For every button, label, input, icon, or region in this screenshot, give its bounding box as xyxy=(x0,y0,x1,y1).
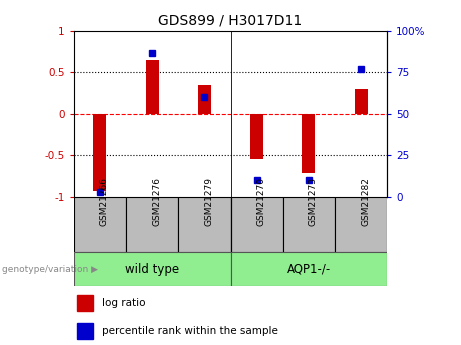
Bar xyxy=(230,197,283,252)
Bar xyxy=(93,114,106,191)
Bar xyxy=(77,323,93,339)
Text: AQP1-/-: AQP1-/- xyxy=(287,263,331,276)
Text: GSM21270: GSM21270 xyxy=(257,177,266,226)
Text: GSM21273: GSM21273 xyxy=(309,177,318,226)
Bar xyxy=(146,60,159,114)
Bar xyxy=(230,252,387,286)
Bar xyxy=(355,89,367,114)
Bar xyxy=(74,252,230,286)
Bar xyxy=(250,114,263,159)
Text: wild type: wild type xyxy=(125,263,179,276)
Bar xyxy=(178,197,230,252)
Text: percentile rank within the sample: percentile rank within the sample xyxy=(102,326,278,336)
Bar xyxy=(335,197,387,252)
Bar xyxy=(283,197,335,252)
Bar xyxy=(302,114,315,174)
Text: log ratio: log ratio xyxy=(102,298,146,308)
Text: genotype/variation ▶: genotype/variation ▶ xyxy=(2,265,98,274)
Bar xyxy=(77,295,93,311)
Text: GSM21276: GSM21276 xyxy=(152,177,161,226)
Text: GSM21282: GSM21282 xyxy=(361,177,370,226)
Text: GSM21279: GSM21279 xyxy=(204,177,213,226)
Text: GSM21266: GSM21266 xyxy=(100,177,109,226)
Title: GDS899 / H3017D11: GDS899 / H3017D11 xyxy=(159,13,302,27)
Bar xyxy=(198,85,211,114)
Bar xyxy=(74,197,126,252)
Bar xyxy=(126,197,178,252)
